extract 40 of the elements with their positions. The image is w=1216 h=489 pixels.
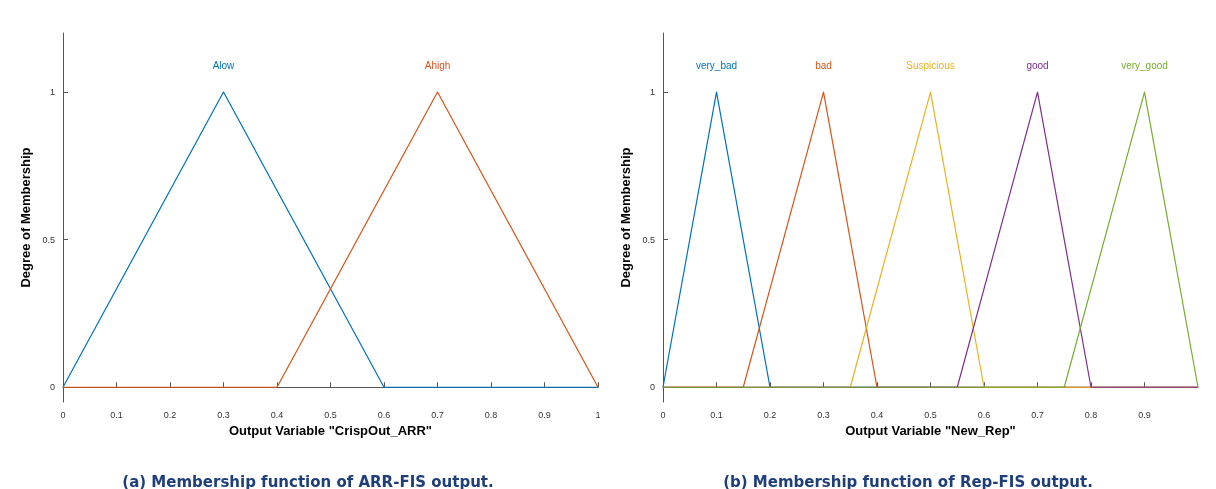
text: bad: [815, 59, 832, 71]
y-tick-label: 1: [49, 87, 55, 98]
x-tick-label: 0.1: [110, 409, 123, 420]
x-tick-label: 0.4: [270, 409, 284, 420]
x-tick-label: 0.7: [431, 409, 444, 420]
x-tick-label: 0.6: [977, 409, 991, 420]
x-tick-label: 0.5: [924, 409, 937, 420]
y-axis-title: Degree of Membership: [617, 147, 633, 288]
x-tick-label: 0.3: [817, 409, 830, 420]
y-tick-label: 0.5: [42, 234, 55, 245]
text: (a) Membership function of ARR-FIS output.: [122, 472, 494, 489]
x-tick-label: 0.7: [1031, 409, 1044, 420]
text: good: [1026, 59, 1049, 71]
x-tick-label: 0: [660, 409, 666, 420]
text: Alow: [212, 59, 236, 71]
x-tick-label: 0.9: [538, 409, 551, 420]
y-tick-label: 1: [649, 87, 655, 98]
text: Suspicious: [906, 59, 955, 71]
text: very_good: [1121, 59, 1168, 71]
text: very_bad: [695, 59, 738, 71]
x-tick-label: 0.8: [484, 409, 498, 420]
x-tick-label: 0.1: [710, 409, 723, 420]
x-tick-label: 0.2: [763, 409, 777, 420]
x-tick-label: 0.4: [870, 409, 884, 420]
x-tick-label: 0.8: [1084, 409, 1098, 420]
x-tick-label: 0.3: [217, 409, 230, 420]
x-axis-title: Output Variable "New_Rep": [845, 423, 1016, 438]
x-axis-title: Output Variable "CrispOut_ARR": [228, 423, 433, 438]
x-tick-label: 0.9: [1138, 409, 1151, 420]
x-tick-label: 0.2: [163, 409, 177, 420]
y-tick-label: 0: [649, 382, 655, 393]
y-axis-title: Degree of Membership: [17, 147, 33, 288]
text: (b) Membership function of Rep-FIS output.: [723, 472, 1093, 489]
y-tick-label: 0.5: [642, 234, 655, 245]
y-tick-label: 0: [49, 382, 55, 393]
x-tick-label: 1: [595, 409, 601, 420]
x-tick-label: 0.6: [377, 409, 391, 420]
x-tick-label: 0.5: [324, 409, 337, 420]
x-tick-label: 0: [60, 409, 66, 420]
text: Ahigh: [424, 59, 451, 71]
